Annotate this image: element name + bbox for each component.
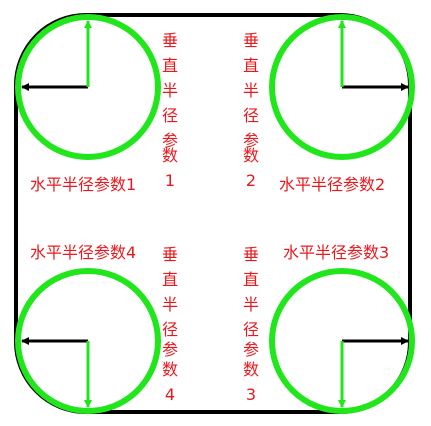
horizontal-radius-label-2: 水平半径参数2 <box>279 175 385 194</box>
vertical-label-char: 半 <box>162 295 178 314</box>
vertical-label-char: 径 <box>243 106 259 125</box>
vertical-label-char: 直 <box>162 270 178 289</box>
vertical-label-char: 参 <box>243 340 259 359</box>
corner-circle-top-right <box>269 14 415 160</box>
corner-circle-top-left <box>15 14 161 160</box>
vertical-label-char: 数 <box>243 146 259 165</box>
vertical-label-number: 1 <box>165 171 175 190</box>
horizontal-radius-label-4: 水平半径参数4 <box>30 243 136 262</box>
vertical-label-char: 径 <box>162 106 178 125</box>
vertical-label-number: 4 <box>165 385 175 404</box>
vertical-label-char: 半 <box>243 81 259 100</box>
vertical-label-char: 径 <box>162 320 178 339</box>
vertical-radius-label-4: 垂 直 半 径 参 数 4 <box>162 245 178 404</box>
corner-circle-bottom-right <box>269 268 415 414</box>
vertical-label-number: 3 <box>246 385 256 404</box>
vertical-label-char: 数 <box>243 360 259 379</box>
vertical-label-char: 直 <box>243 270 259 289</box>
vertical-label-char: 参 <box>162 340 178 359</box>
vertical-label-char: 径 <box>243 320 259 339</box>
vertical-label-char: 半 <box>243 295 259 314</box>
vertical-label-char: 参 <box>162 131 178 150</box>
corner-circle-bottom-left <box>15 268 161 414</box>
vertical-radius-label-2: 垂 直 半 径 参 数 2 <box>243 31 259 190</box>
rounded-box-border <box>14 13 412 414</box>
vertical-label-char: 直 <box>162 56 178 75</box>
vertical-label-char: 参 <box>243 131 259 150</box>
vertical-label-char: 垂 <box>162 245 178 264</box>
vertical-radius-label-3: 垂 直 半 径 参 数 3 <box>243 245 259 404</box>
vertical-label-number: 2 <box>246 171 256 190</box>
vertical-label-char: 数 <box>162 146 178 165</box>
vertical-label-char: 垂 <box>243 245 259 264</box>
vertical-label-char: 数 <box>162 360 178 379</box>
vertical-radius-label-1: 垂 直 半 径 参 数 1 <box>162 31 178 190</box>
vertical-label-char: 半 <box>162 81 178 100</box>
vertical-label-char: 垂 <box>162 31 178 50</box>
horizontal-radius-label-1: 水平半径参数1 <box>30 175 136 194</box>
vertical-label-char: 直 <box>243 56 259 75</box>
horizontal-radius-label-3: 水平半径参数3 <box>283 243 389 262</box>
vertical-label-char: 垂 <box>243 31 259 50</box>
